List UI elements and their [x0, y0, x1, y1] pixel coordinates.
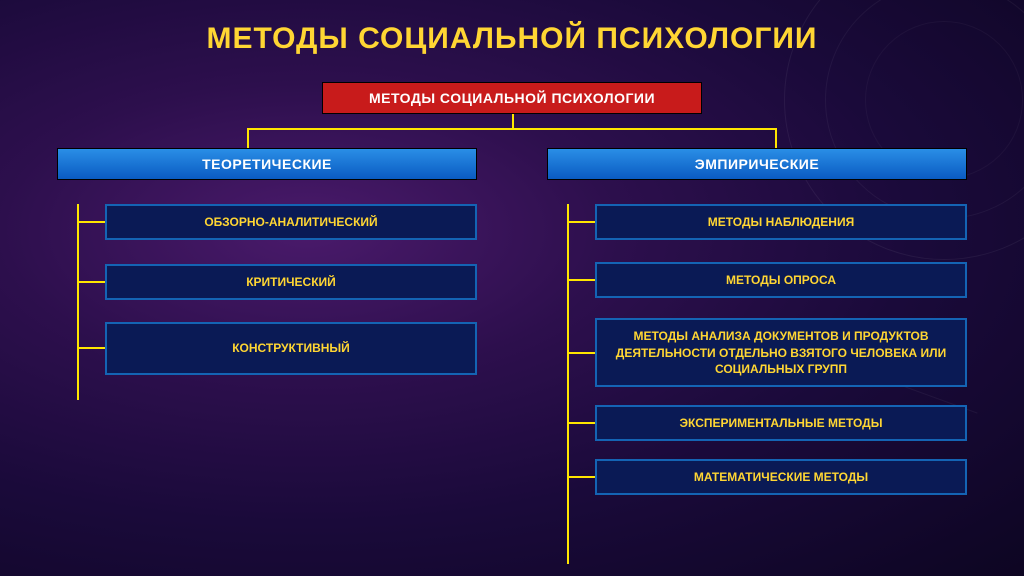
- child-label: КРИТИЧЕСКИЙ: [105, 264, 477, 300]
- child-label: ОБЗОРНО-АНАЛИТИЧЕСКИЙ: [105, 204, 477, 240]
- child-node: МЕТОДЫ НАБЛЮДЕНИЯ: [595, 204, 967, 240]
- right-children: МЕТОДЫ НАБЛЮДЕНИЯ МЕТОДЫ ОПРОСА МЕТОДЫ А…: [547, 204, 967, 495]
- child-label: ЭКСПЕРИМЕНТАЛЬНЫЕ МЕТОДЫ: [595, 405, 967, 441]
- child-label: МЕТОДЫ АНАЛИЗА ДОКУМЕНТОВ И ПРОДУКТОВ ДЕ…: [595, 318, 967, 387]
- child-node: КРИТИЧЕСКИЙ: [105, 264, 477, 300]
- column-left: ТЕОРЕТИЧЕСКИЕ ОБЗОРНО-АНАЛИТИЧЕСКИЙ КРИТ…: [57, 148, 477, 495]
- connector-branch: [77, 221, 105, 223]
- connector-branch: [567, 279, 595, 281]
- connector-branch: [567, 476, 595, 478]
- child-node: ЭКСПЕРИМЕНТАЛЬНЫЕ МЕТОДЫ: [595, 405, 967, 441]
- root-connector: [132, 114, 892, 148]
- child-node: ОБЗОРНО-АНАЛИТИЧЕСКИЙ: [105, 204, 477, 240]
- child-label: МЕТОДЫ ОПРОСА: [595, 262, 967, 298]
- connector-branch: [567, 352, 595, 354]
- child-label: МАТЕМАТИЧЕСКИЕ МЕТОДЫ: [595, 459, 967, 495]
- child-node: МЕТОДЫ АНАЛИЗА ДОКУМЕНТОВ И ПРОДУКТОВ ДЕ…: [595, 318, 967, 387]
- left-children: ОБЗОРНО-АНАЛИТИЧЕСКИЙ КРИТИЧЕСКИЙ КОНСТР…: [57, 204, 477, 375]
- child-node: МЕТОДЫ ОПРОСА: [595, 262, 967, 298]
- child-node: МАТЕМАТИЧЕСКИЕ МЕТОДЫ: [595, 459, 967, 495]
- category-empirical: ЭМПИРИЧЕСКИЕ: [547, 148, 967, 180]
- connector-branch: [77, 281, 105, 283]
- connector-branch: [77, 347, 105, 349]
- category-theoretical: ТЕОРЕТИЧЕСКИЕ: [57, 148, 477, 180]
- left-spine: [77, 204, 79, 400]
- connector-branch: [567, 422, 595, 424]
- child-label: МЕТОДЫ НАБЛЮДЕНИЯ: [595, 204, 967, 240]
- columns: ТЕОРЕТИЧЕСКИЕ ОБЗОРНО-АНАЛИТИЧЕСКИЙ КРИТ…: [0, 148, 1024, 495]
- child-label: КОНСТРУКТИВНЫЙ: [105, 322, 477, 374]
- root-node: МЕТОДЫ СОЦИАЛЬНОЙ ПСИХОЛОГИИ: [322, 82, 702, 114]
- child-node: КОНСТРУКТИВНЫЙ: [105, 322, 477, 374]
- column-right: ЭМПИРИЧЕСКИЕ МЕТОДЫ НАБЛЮДЕНИЯ МЕТОДЫ ОП…: [547, 148, 967, 495]
- right-spine: [567, 204, 569, 564]
- connector-branch: [567, 221, 595, 223]
